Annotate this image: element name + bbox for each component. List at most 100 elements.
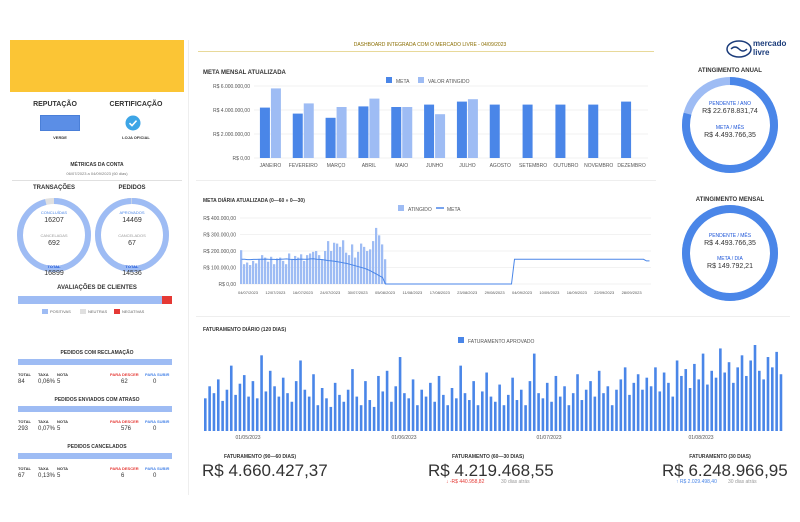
bar-faturamento — [606, 386, 610, 431]
bar-faturamento — [667, 382, 670, 431]
bar-atingido — [330, 251, 333, 284]
bar-faturamento — [303, 389, 307, 431]
bar-faturamento — [541, 398, 545, 431]
cancelados-header: PARA DESCER — [110, 466, 139, 471]
atraso-title: PEDIDOS ENVIADOS COM ATRASO — [54, 397, 140, 403]
bar-faturamento — [204, 398, 207, 431]
legend-atingido-label: ATINGIDO — [408, 207, 432, 213]
bar-faturamento — [589, 381, 592, 431]
legend-swatch — [458, 337, 464, 343]
bar-faturamento — [355, 396, 359, 431]
x-tick-label: 01/05/2023 — [235, 435, 260, 441]
concluidas-label: CONCLUÍDAS — [40, 210, 68, 215]
reclamacao-value: 0,06% — [38, 379, 56, 385]
bar-atingido — [282, 260, 285, 284]
bar-faturamento — [524, 405, 527, 431]
bar-faturamento — [398, 357, 402, 431]
atraso-header: NOTA — [57, 419, 69, 424]
y-tick-label: R$ 2.000.000,00 — [213, 132, 250, 138]
bar-faturamento — [459, 365, 462, 431]
bar-faturamento — [615, 389, 618, 431]
bar-atingido — [288, 253, 291, 284]
bar-faturamento — [489, 396, 493, 431]
x-tick-label: JULHO — [459, 163, 476, 169]
bar-faturamento — [403, 393, 406, 431]
bar-faturamento — [351, 369, 354, 431]
bar-faturamento — [264, 391, 268, 431]
certificacao-label: CERTIFICAÇÃO — [109, 101, 163, 108]
bar-atingido — [381, 244, 384, 284]
y-tick-label: R$ 100.000,00 — [203, 266, 236, 272]
bar-atingido — [345, 252, 348, 284]
anual-donut — [682, 77, 778, 173]
daily-goal-chart: ATINGIDO META R$ 0,00 R$ 100.000,00 R$ 200.0… — [203, 205, 651, 295]
reclamacao-header: TAXA — [38, 372, 49, 377]
daily-revenue-chart: FATURAMENTO APROVADO 01/05/2023 01/06/2023… — [204, 337, 783, 441]
bar-meta — [588, 104, 599, 158]
divider — [188, 40, 189, 495]
bar-atingido — [324, 251, 327, 284]
bar-faturamento — [580, 400, 584, 431]
bar-faturamento — [294, 381, 298, 431]
bar-faturamento — [446, 405, 449, 431]
transacoes-total-label: TOTAL — [47, 264, 61, 269]
bar-faturamento — [255, 398, 259, 431]
x-tick-label: 24/07/2023 — [320, 290, 341, 295]
bar-faturamento — [277, 396, 281, 431]
x-tick-label: 01/06/2023 — [391, 435, 416, 441]
bar-faturamento — [623, 367, 627, 431]
fat2-value: R$ 4.219.468,55 — [428, 461, 554, 480]
x-tick-label: 04/07/2023 — [238, 290, 259, 295]
reclamacao-header: PARA SUBIR — [145, 372, 170, 377]
chart3-title: FATURAMENTO DIÁRIO (120 DIAS) — [203, 327, 287, 333]
bar-faturamento — [550, 401, 553, 431]
bar-atingido — [333, 242, 336, 284]
avaliacoes-title: AVALIAÇÕES DE CLIENTES — [57, 285, 137, 291]
x-tick-label: 23/08/2023 — [457, 290, 478, 295]
bar-faturamento — [649, 386, 653, 431]
divider — [196, 316, 790, 317]
reputacao-label: REPUTAÇÃO — [33, 101, 77, 108]
x-tick-label: 16/09/2023 — [567, 290, 588, 295]
reclamacao-bar — [18, 359, 172, 365]
bar-meta — [424, 104, 435, 158]
x-tick-label: OUTUBRO — [553, 163, 578, 169]
x-tick-label: NOVEMBRO — [584, 163, 613, 169]
bar-faturamento — [242, 375, 246, 431]
bar-atingido — [357, 251, 360, 284]
bar-atingido — [279, 257, 282, 284]
y-tick-label: R$ 0,00 — [232, 156, 250, 162]
bar-faturamento — [429, 382, 432, 431]
bar-faturamento — [407, 398, 411, 431]
bar-faturamento — [234, 394, 237, 431]
bar-faturamento — [468, 400, 471, 431]
avaliacoes-bar — [18, 296, 172, 304]
bar-faturamento — [481, 391, 484, 431]
bar-faturamento — [498, 384, 501, 431]
bar-atingido — [321, 259, 324, 284]
fat2-delta-suffix: 30 dias atrás — [501, 479, 530, 485]
bar-atingido — [342, 240, 345, 284]
bar-faturamento — [442, 394, 445, 431]
bar-faturamento — [519, 389, 523, 431]
bar-atingido — [318, 255, 321, 284]
bar-faturamento — [338, 394, 341, 431]
bar-faturamento — [762, 379, 765, 431]
fat2-label: FATURAMENTO (60—30 DIAS) — [451, 454, 525, 460]
transacoes-label: TRANSAÇÕES — [32, 185, 75, 191]
bar-atingido — [402, 107, 413, 158]
atraso-header: TOTAL — [18, 419, 31, 424]
divider — [12, 180, 182, 181]
x-tick-label: MARÇO — [327, 163, 346, 169]
atraso-value: 293 — [18, 426, 29, 432]
x-tick-label: ABRIL — [362, 163, 377, 169]
bar-faturamento — [221, 400, 224, 431]
bar-faturamento — [225, 389, 229, 431]
legend-atingido-swatch — [398, 205, 404, 211]
bar-faturamento — [771, 367, 774, 431]
anual-pendente-label: PENDENTE / ANO — [709, 101, 751, 107]
bar-faturamento — [610, 405, 614, 431]
x-tick-label: JANEIRO — [260, 163, 282, 169]
x-tick-label: 29/08/2023 — [485, 290, 506, 295]
bar-faturamento — [571, 393, 575, 431]
